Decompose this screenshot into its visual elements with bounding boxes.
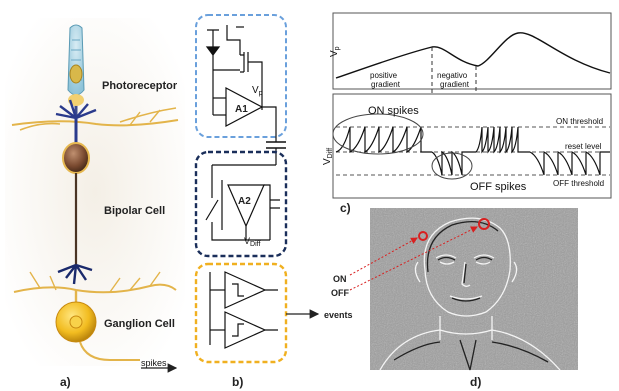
on-label: ON — [333, 274, 347, 284]
on-threshold-label: ON threshold — [556, 117, 603, 126]
off-spikes-label: OFF spikes — [470, 181, 527, 193]
panel-c-caption: c) — [340, 201, 351, 215]
photoreceptor-label: Photoreceptor — [102, 80, 178, 92]
off-threshold-label: OFF threshold — [553, 179, 604, 188]
comparator-circuit — [210, 272, 278, 348]
amp-a1-label: A1 — [235, 104, 248, 115]
panel-d: ON OFF events d) — [324, 208, 578, 389]
reset-level-label: reset level — [565, 142, 602, 151]
ganglion-cell-label: Ganglion Cell — [104, 318, 175, 330]
events-label: events — [324, 310, 353, 320]
panel-a: Photoreceptor Bipolar Cell Ganglion Cell… — [5, 18, 185, 389]
negative-gradient-label-1: negativo — [437, 71, 468, 80]
panel-a-background — [5, 18, 185, 366]
negative-gradient-label-2: gradient — [440, 80, 470, 89]
positive-gradient-label-1: positive — [370, 71, 398, 80]
panel-a-caption: a) — [60, 375, 71, 389]
bipolar-cell-label: Bipolar Cell — [104, 205, 165, 217]
vp-label: Vp — [252, 85, 263, 97]
panel-d-caption: d) — [470, 375, 481, 389]
vdiff-axis-label: VDiff — [322, 148, 334, 165]
off-label: OFF — [331, 288, 349, 298]
panel-b-caption: b) — [232, 375, 243, 389]
spikes-label: spikes — [141, 358, 167, 368]
vp-axis-label: Vp — [329, 46, 341, 57]
panel-c: Vp positive gradient negativo gradient V… — [322, 13, 611, 215]
on-spikes-label: ON spikes — [368, 105, 419, 117]
panel-b: A1 Vp A2 VDiff — [196, 15, 318, 389]
positive-gradient-label-2: gradient — [371, 80, 401, 89]
amp-a2-label: A2 — [238, 196, 251, 207]
vdiff-label: VDiff — [244, 236, 260, 248]
coupling-capacitor — [266, 142, 286, 165]
photoreceptor-circuit — [207, 25, 276, 142]
